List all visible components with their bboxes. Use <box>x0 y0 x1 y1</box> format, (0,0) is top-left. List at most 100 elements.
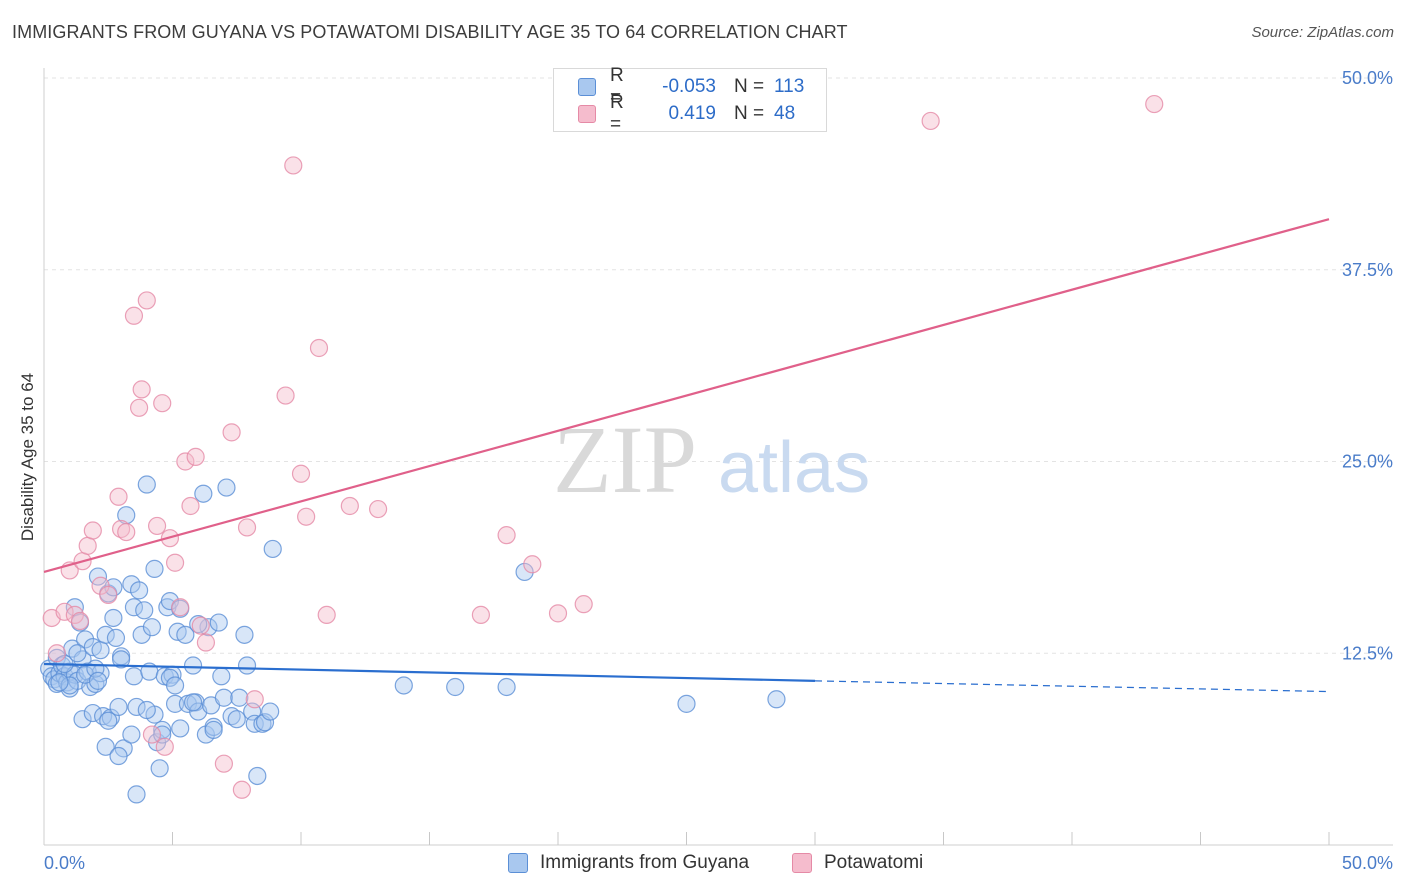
point-guyana <box>50 673 69 692</box>
point-potawatomi <box>245 690 264 709</box>
point-potawatomi <box>91 576 110 595</box>
point-potawatomi <box>165 553 185 572</box>
legend-label-potawatomi: Potawatomi <box>824 852 924 873</box>
point-guyana <box>497 677 516 697</box>
point-potawatomi <box>548 604 568 623</box>
watermark-zip: ZIP <box>553 406 697 513</box>
legend-swatch-potawatomi <box>578 105 596 123</box>
point-guyana <box>194 484 213 503</box>
point-guyana <box>109 697 128 717</box>
legend-r-label: R = <box>610 92 624 135</box>
point-potawatomi <box>181 496 200 516</box>
point-potawatomi <box>291 464 311 483</box>
point-guyana <box>127 697 146 717</box>
point-potawatomi <box>317 605 336 625</box>
point-guyana <box>68 644 87 663</box>
point-potawatomi <box>153 394 172 413</box>
point-potawatomi <box>109 487 128 506</box>
point-guyana <box>237 656 257 675</box>
point-guyana <box>255 713 275 732</box>
x-tick-label-min: 0.0% <box>44 853 85 873</box>
point-potawatomi <box>574 595 593 614</box>
point-potawatomi <box>70 611 90 631</box>
point-potawatomi <box>340 496 359 516</box>
point-guyana <box>394 676 413 695</box>
y-axis-label: Disability Age 35 to 64 <box>18 373 37 541</box>
point-guyana <box>165 694 185 713</box>
point-potawatomi <box>369 499 388 519</box>
point-guyana <box>248 766 267 786</box>
point-guyana <box>127 785 146 804</box>
point-potawatomi <box>921 111 940 131</box>
point-guyana <box>73 710 92 729</box>
point-potawatomi <box>237 518 257 537</box>
point-potawatomi <box>297 507 316 526</box>
point-guyana <box>171 719 190 738</box>
point-potawatomi <box>196 633 216 652</box>
legend-label-guyana: Immigrants from Guyana <box>540 852 750 873</box>
point-guyana <box>76 630 95 649</box>
x-tick-label-max: 50.0% <box>1342 853 1393 873</box>
point-potawatomi <box>176 452 195 471</box>
axes <box>43 68 1393 846</box>
point-potawatomi <box>171 598 190 617</box>
point-potawatomi <box>309 338 329 358</box>
point-potawatomi <box>186 447 205 466</box>
point-guyana <box>124 598 144 617</box>
point-guyana <box>135 601 154 620</box>
point-potawatomi <box>155 737 174 756</box>
point-guyana <box>235 625 254 644</box>
point-potawatomi <box>191 616 210 635</box>
chart-title: IMMIGRANTS FROM GUYANA VS POTAWATOMI DIS… <box>12 22 848 42</box>
point-guyana <box>142 618 162 637</box>
source-label: Source: ZipAtlas.com <box>1251 24 1394 41</box>
legend-row-potawatomi: R = 0.419 N = 48 <box>578 92 795 135</box>
legend-swatch-potawatomi <box>792 853 812 873</box>
point-guyana <box>96 737 115 756</box>
point-guyana <box>111 650 131 669</box>
correlation-legend: R = -0.053 N = 113 R = 0.419 N = 48 <box>553 65 827 135</box>
point-potawatomi <box>83 521 102 540</box>
point-guyana <box>160 591 180 611</box>
legend-item-guyana[interactable]: Immigrants from Guyana <box>508 852 749 874</box>
point-guyana <box>99 711 118 730</box>
trend-lines <box>43 218 1330 693</box>
point-potawatomi <box>124 306 144 325</box>
point-potawatomi <box>497 526 516 545</box>
legend-row-guyana: R = -0.053 N = 113 <box>578 65 804 108</box>
series-legend: Immigrants from Guyana Potawatomi <box>0 852 1406 878</box>
point-potawatomi <box>137 291 156 310</box>
point-potawatomi <box>132 380 151 399</box>
point-potawatomi <box>129 398 149 417</box>
point-guyana <box>165 676 185 695</box>
watermark-atlas: atlas <box>718 428 870 508</box>
point-guyana <box>230 688 249 707</box>
data-points <box>40 94 1164 804</box>
point-guyana <box>132 625 151 644</box>
point-potawatomi <box>147 516 167 536</box>
y-tick-label: 50.0% <box>1342 68 1393 88</box>
point-guyana <box>176 625 195 644</box>
legend-item-potawatomi[interactable]: Potawatomi <box>792 852 923 874</box>
point-guyana <box>263 539 282 559</box>
point-guyana <box>88 671 108 690</box>
y-tick-label: 25.0% <box>1342 452 1393 472</box>
point-guyana <box>677 694 696 713</box>
point-potawatomi <box>276 386 295 405</box>
point-guyana <box>129 581 149 600</box>
point-guyana <box>212 667 231 686</box>
y-tick-label: 12.5% <box>1342 643 1393 663</box>
point-potawatomi <box>99 585 118 605</box>
point-guyana <box>60 676 79 695</box>
point-guyana <box>91 641 110 660</box>
point-potawatomi <box>523 555 542 574</box>
point-guyana <box>217 478 236 497</box>
legend-n-label: N = <box>734 103 765 124</box>
point-potawatomi <box>222 423 241 442</box>
point-guyana <box>515 562 534 582</box>
point-potawatomi <box>55 602 74 621</box>
legend-r-value: -0.053 <box>662 76 716 97</box>
point-potawatomi <box>111 519 131 539</box>
legend-r-label: R = <box>610 65 624 108</box>
